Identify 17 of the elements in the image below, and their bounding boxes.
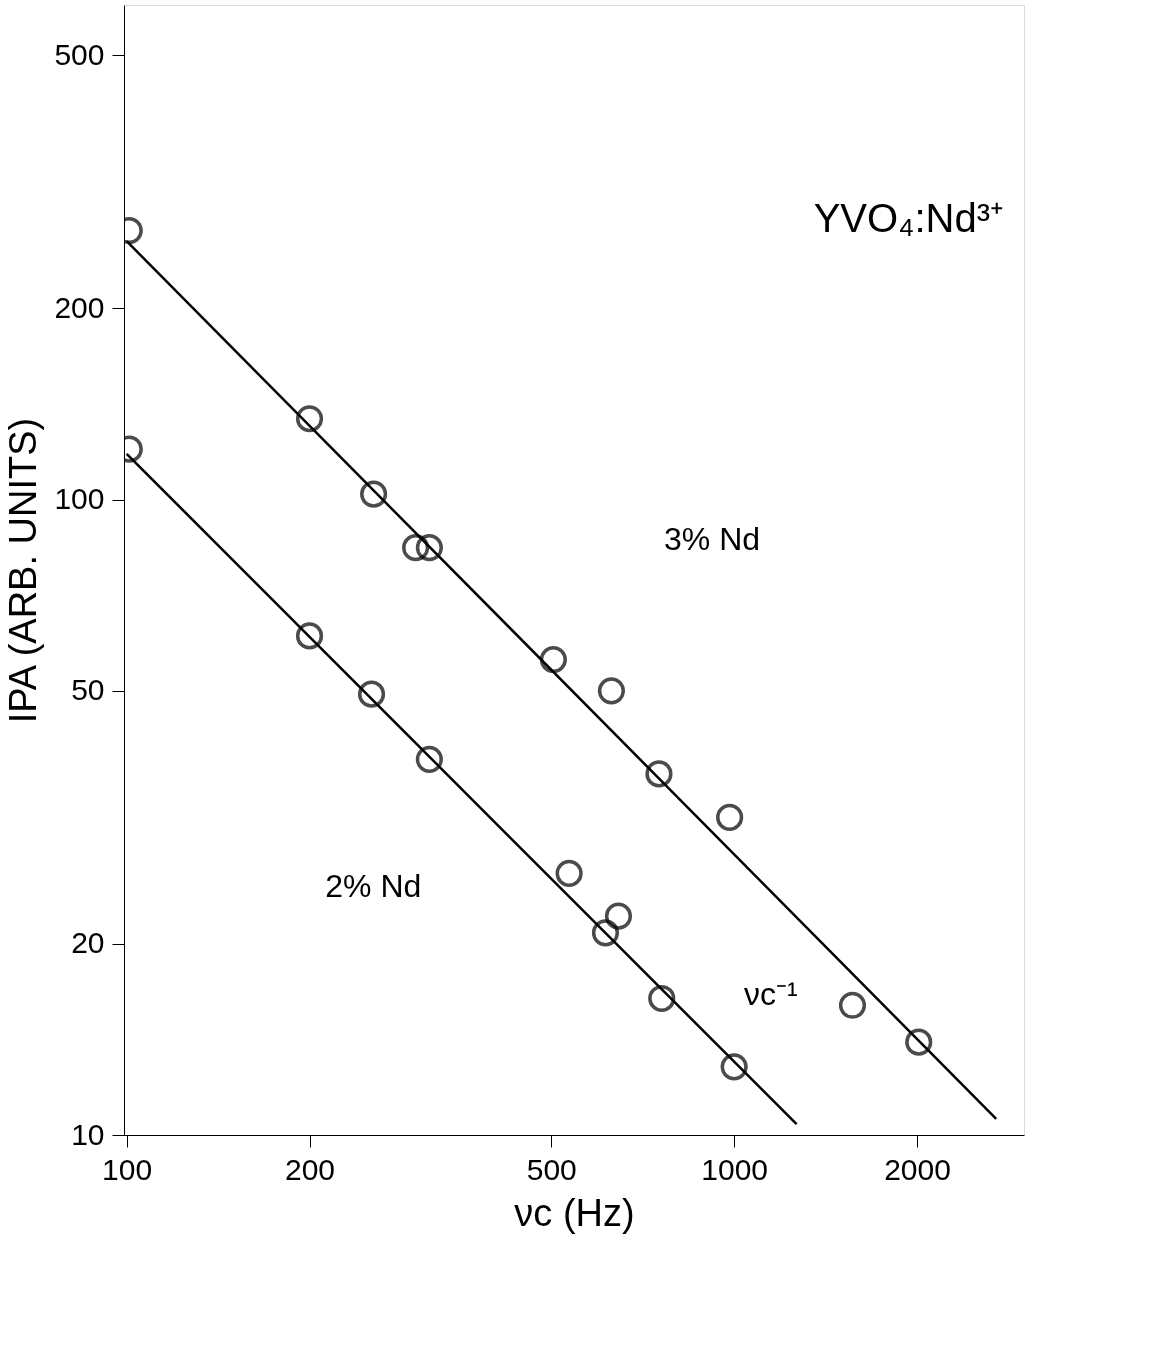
y-tick-label: 200 xyxy=(54,290,105,324)
y-tick-label: 50 xyxy=(71,673,105,707)
annotation: 3% Nd xyxy=(664,521,761,557)
y-tick-label: 10 xyxy=(71,1117,105,1151)
x-tick-label: 200 xyxy=(285,1152,336,1186)
annotation: νc⁻¹ xyxy=(744,976,798,1012)
annotation: 2% Nd xyxy=(325,867,422,904)
y-tick-label: 20 xyxy=(71,926,105,960)
y-tick-label: 500 xyxy=(54,37,105,71)
y-axis-title: IPA (ARB. UNITS) xyxy=(2,417,45,724)
annotation: YVO₄:Nd³⁺ xyxy=(813,196,1004,240)
x-tick-label: 2000 xyxy=(884,1152,951,1186)
x-tick-label: 1000 xyxy=(701,1152,769,1186)
x-axis-title: νc (Hz) xyxy=(514,1191,635,1234)
x-tick-label: 500 xyxy=(526,1152,577,1186)
x-tick-label: 100 xyxy=(102,1152,153,1186)
y-tick-label: 100 xyxy=(54,482,105,516)
